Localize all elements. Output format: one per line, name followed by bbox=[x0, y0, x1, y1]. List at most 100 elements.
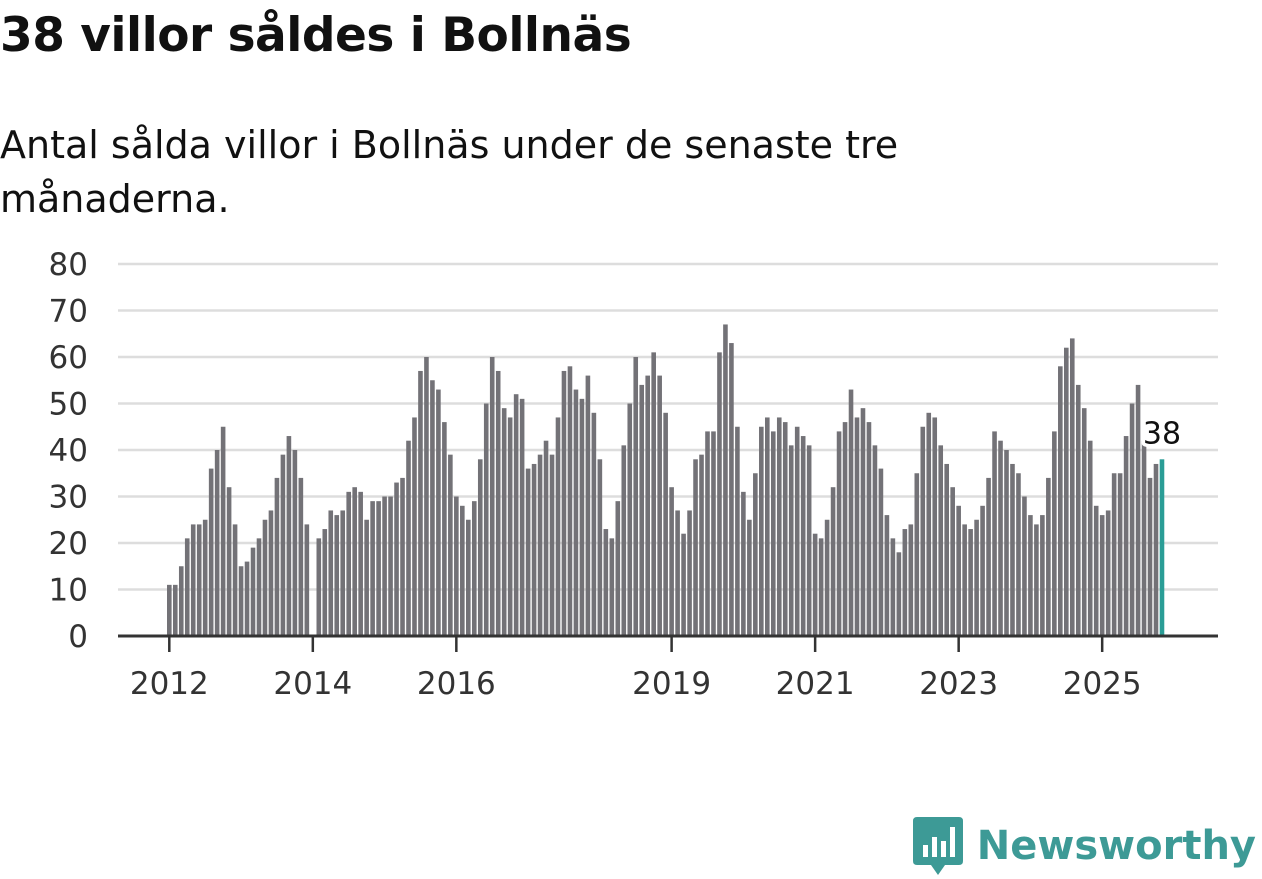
bar bbox=[800, 436, 806, 636]
bar bbox=[1052, 431, 1057, 636]
bar bbox=[525, 468, 531, 636]
bar bbox=[328, 510, 334, 636]
y-tick-label-10: 10 bbox=[49, 573, 88, 609]
bar bbox=[418, 370, 423, 636]
bar bbox=[471, 501, 477, 636]
bar bbox=[1075, 384, 1081, 636]
bar bbox=[872, 445, 878, 636]
bar bbox=[292, 450, 298, 636]
bar bbox=[836, 431, 842, 636]
bar bbox=[543, 440, 549, 636]
bar bbox=[824, 519, 830, 636]
bar bbox=[770, 431, 776, 636]
bar bbox=[280, 454, 286, 636]
bar bbox=[370, 501, 375, 636]
x-axis-ticks: 2012 2014 2016 2019 2021 2023 2025 bbox=[130, 636, 1142, 702]
bar bbox=[705, 431, 710, 636]
bar bbox=[693, 459, 698, 636]
bar bbox=[830, 487, 836, 636]
bar bbox=[711, 431, 716, 636]
bar bbox=[615, 501, 621, 636]
bar bbox=[723, 324, 728, 636]
y-tick-label-60: 60 bbox=[49, 340, 88, 376]
bar bbox=[956, 505, 961, 636]
bar bbox=[950, 487, 955, 636]
bar bbox=[412, 417, 417, 636]
bar bbox=[1069, 338, 1075, 636]
bar bbox=[794, 426, 800, 636]
bar bbox=[1034, 524, 1039, 636]
bar bbox=[1046, 477, 1051, 636]
bar bbox=[842, 422, 848, 636]
bar bbox=[866, 422, 872, 636]
bar bbox=[501, 408, 507, 636]
bar bbox=[334, 515, 340, 636]
bar bbox=[400, 477, 405, 636]
bar bbox=[352, 487, 357, 636]
bar bbox=[346, 491, 351, 636]
bar bbox=[974, 519, 979, 636]
bar bbox=[561, 370, 567, 636]
bar bbox=[675, 510, 680, 636]
bar bbox=[286, 436, 292, 636]
bar bbox=[519, 398, 525, 636]
bar bbox=[591, 412, 597, 636]
bar bbox=[262, 519, 268, 636]
y-tick-label-20: 20 bbox=[49, 526, 88, 562]
bar bbox=[741, 491, 746, 636]
bar bbox=[549, 454, 555, 636]
bar bbox=[579, 398, 585, 636]
bar bbox=[669, 487, 674, 636]
bar bbox=[597, 459, 603, 636]
x-tick-label-2012: 2012 bbox=[130, 666, 209, 702]
bar bbox=[729, 343, 734, 636]
bar bbox=[460, 505, 465, 636]
bar bbox=[926, 412, 932, 636]
bar bbox=[226, 487, 232, 636]
bar bbox=[172, 584, 178, 636]
bar bbox=[442, 422, 447, 636]
bar bbox=[585, 375, 591, 636]
bar bbox=[776, 417, 782, 636]
bar bbox=[358, 491, 363, 636]
bar bbox=[860, 408, 866, 636]
bar bbox=[663, 412, 668, 636]
bar bbox=[1147, 477, 1153, 636]
bar bbox=[454, 496, 459, 636]
bar bbox=[753, 473, 758, 636]
bar bbox=[513, 394, 519, 636]
bar bbox=[477, 459, 483, 636]
bar bbox=[788, 445, 794, 636]
bar bbox=[1081, 408, 1087, 636]
bar bbox=[627, 403, 633, 636]
bar bbox=[214, 450, 220, 636]
bar bbox=[448, 454, 453, 636]
y-tick-label-50: 50 bbox=[49, 387, 88, 423]
x-tick-label-2019: 2019 bbox=[632, 666, 711, 702]
bar bbox=[466, 519, 471, 636]
bar bbox=[304, 524, 310, 636]
bar-current bbox=[1159, 459, 1165, 636]
bar bbox=[980, 505, 985, 636]
bar bbox=[944, 463, 949, 636]
bar bbox=[1099, 515, 1105, 636]
y-tick-label-80: 80 bbox=[49, 247, 88, 283]
bar bbox=[848, 389, 854, 636]
x-tick-label-2025: 2025 bbox=[1063, 666, 1142, 702]
bar bbox=[1141, 440, 1147, 636]
bar bbox=[268, 510, 274, 636]
bar bbox=[902, 529, 908, 636]
bar bbox=[1087, 440, 1093, 636]
bar bbox=[645, 375, 650, 636]
bars bbox=[167, 324, 1165, 636]
bar bbox=[298, 477, 304, 636]
bar bbox=[316, 538, 322, 636]
x-tick-label-2014: 2014 bbox=[273, 666, 352, 702]
bar bbox=[406, 440, 411, 636]
x-tick-label-2016: 2016 bbox=[417, 666, 496, 702]
bar bbox=[938, 445, 944, 636]
bar bbox=[806, 445, 812, 636]
bar bbox=[908, 524, 914, 636]
bar bbox=[388, 496, 393, 636]
bar bbox=[986, 477, 991, 636]
